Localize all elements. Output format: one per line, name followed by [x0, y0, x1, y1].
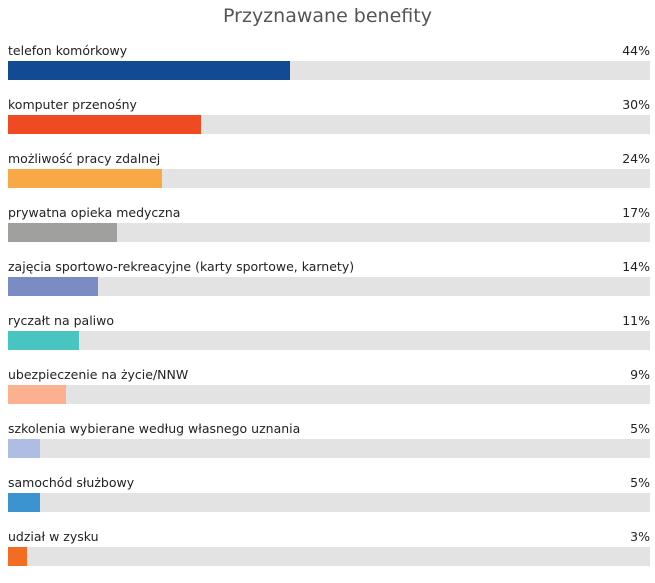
bar: [8, 115, 201, 134]
category-label: szkolenia wybierane według własnego uzna…: [8, 421, 301, 436]
bar-track: [8, 331, 650, 350]
bar: [8, 547, 28, 566]
bar: [8, 385, 66, 404]
bar: [8, 493, 41, 512]
category-label: możliwość pracy zdalnej: [8, 151, 161, 166]
value-label: 9%: [630, 367, 650, 382]
bar-track: [8, 439, 650, 458]
category-label: udział w zysku: [8, 529, 99, 544]
category-label: samochód służbowy: [8, 475, 135, 490]
bar-row: ryczałt na paliwo 11%: [8, 313, 650, 367]
bar-track: [8, 115, 650, 134]
bar-row: prywatna opieka medyczna 17%: [8, 205, 650, 259]
value-label: 5%: [630, 475, 650, 490]
bar: [8, 277, 98, 296]
value-label: 44%: [622, 43, 650, 58]
value-label: 24%: [622, 151, 650, 166]
bar-row: udział w zysku 3%: [8, 529, 650, 583]
bar-row: samochód służbowy 5%: [8, 475, 650, 529]
category-label: ryczałt na paliwo: [8, 313, 115, 328]
category-label: telefon komórkowy: [8, 43, 128, 58]
bar-row: możliwość pracy zdalnej 24%: [8, 151, 650, 205]
value-label: 17%: [622, 205, 650, 220]
bar-track: [8, 169, 650, 188]
bar-row: zajęcia sportowo-rekreacyjne (karty spor…: [8, 259, 650, 313]
chart-title: Przyznawane benefity: [223, 5, 432, 27]
category-label: komputer przenośny: [8, 97, 137, 112]
category-label: prywatna opieka medyczna: [8, 205, 181, 220]
bar-row: telefon komórkowy 44%: [8, 43, 650, 97]
bar-row: szkolenia wybierane według własnego uzna…: [8, 421, 650, 475]
bar: [8, 61, 291, 80]
bar-track: [8, 223, 650, 242]
value-label: 3%: [630, 529, 650, 544]
bar-track: [8, 61, 650, 80]
bar: [8, 331, 79, 350]
bar-row: ubezpieczenie na życie/NNW 9%: [8, 367, 650, 421]
bar-track: [8, 385, 650, 404]
bar: [8, 169, 163, 188]
bar-track: [8, 277, 650, 296]
category-label: zajęcia sportowo-rekreacyjne (karty spor…: [8, 259, 355, 274]
bar-track: [8, 493, 650, 512]
value-label: 30%: [622, 97, 650, 112]
bar: [8, 223, 118, 242]
bar: [8, 439, 41, 458]
bar-row: komputer przenośny 30%: [8, 97, 650, 151]
category-label: ubezpieczenie na życie/NNW: [8, 367, 189, 382]
value-label: 14%: [622, 259, 650, 274]
bar-track: [8, 547, 650, 566]
value-label: 11%: [622, 313, 650, 328]
value-label: 5%: [630, 421, 650, 436]
